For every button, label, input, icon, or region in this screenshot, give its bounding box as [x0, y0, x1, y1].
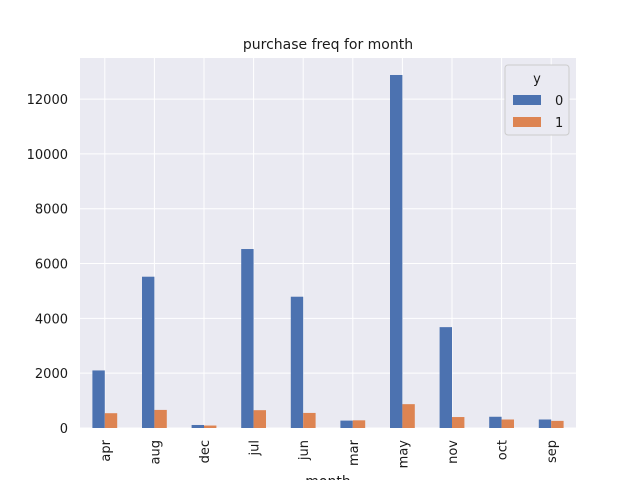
y-tick-label: 8000 [35, 203, 68, 218]
bar-dec-series-1 [204, 425, 217, 428]
x-tick-label: mar [347, 439, 362, 466]
legend-swatch-0 [513, 95, 541, 105]
x-tick-label: oct [496, 440, 511, 460]
bar-may-series-1 [402, 404, 415, 428]
legend-label-1: 1 [555, 116, 563, 131]
bar-mar-series-1 [352, 420, 366, 428]
plot-area [80, 58, 576, 428]
bar-apr-series-0 [92, 370, 105, 428]
bar-may-series-0 [390, 74, 403, 429]
legend-items: 01 [513, 94, 563, 131]
bar-sep-series-0 [538, 419, 552, 428]
bar-sep-series-1 [551, 420, 564, 428]
legend: y 01 [504, 64, 570, 136]
legend-title: y [533, 72, 541, 87]
bar-jul-series-1 [253, 410, 266, 428]
y-axis-ticks: 0 2000 4000 6000 8000 10000 12000 [27, 93, 68, 437]
bar-mar-series-0 [340, 420, 353, 428]
x-axis-ticks: apr aug dec jul jun mar may nov oct sep [99, 439, 560, 468]
bar-aug-series-1 [154, 409, 167, 428]
x-tick-label: jul [248, 440, 263, 456]
bar-aug-series-0 [142, 276, 155, 428]
bar-nov-series-0 [439, 327, 452, 428]
bars-group [92, 74, 564, 429]
x-tick-label: apr [99, 439, 114, 461]
chart-title: purchase freq for month [243, 37, 413, 53]
x-axis-label: month [305, 474, 350, 480]
grid-lines [80, 58, 576, 429]
y-tick-label: 6000 [35, 258, 68, 273]
y-tick-label: 2000 [35, 367, 68, 382]
legend-label-0: 0 [555, 94, 563, 109]
bar-jun-series-1 [303, 412, 316, 428]
x-tick-label: may [396, 440, 411, 469]
bar-jul-series-0 [241, 249, 254, 428]
x-tick-label: dec [198, 440, 213, 463]
y-tick-label: 10000 [27, 148, 68, 163]
x-tick-label: sep [545, 440, 560, 463]
x-tick-label: nov [446, 440, 461, 464]
bar-oct-series-1 [501, 419, 514, 428]
x-tick-label: aug [148, 440, 163, 464]
x-tick-label: jun [297, 440, 312, 461]
bar-jun-series-0 [290, 296, 304, 428]
y-tick-label: 0 [60, 422, 68, 437]
bar-oct-series-0 [489, 416, 502, 428]
legend-swatch-1 [513, 117, 541, 127]
bar-dec-series-0 [191, 424, 204, 428]
bar-apr-series-1 [104, 413, 118, 428]
bar-nov-series-1 [452, 417, 465, 428]
y-tick-label: 12000 [27, 93, 68, 108]
y-tick-label: 4000 [35, 312, 68, 327]
